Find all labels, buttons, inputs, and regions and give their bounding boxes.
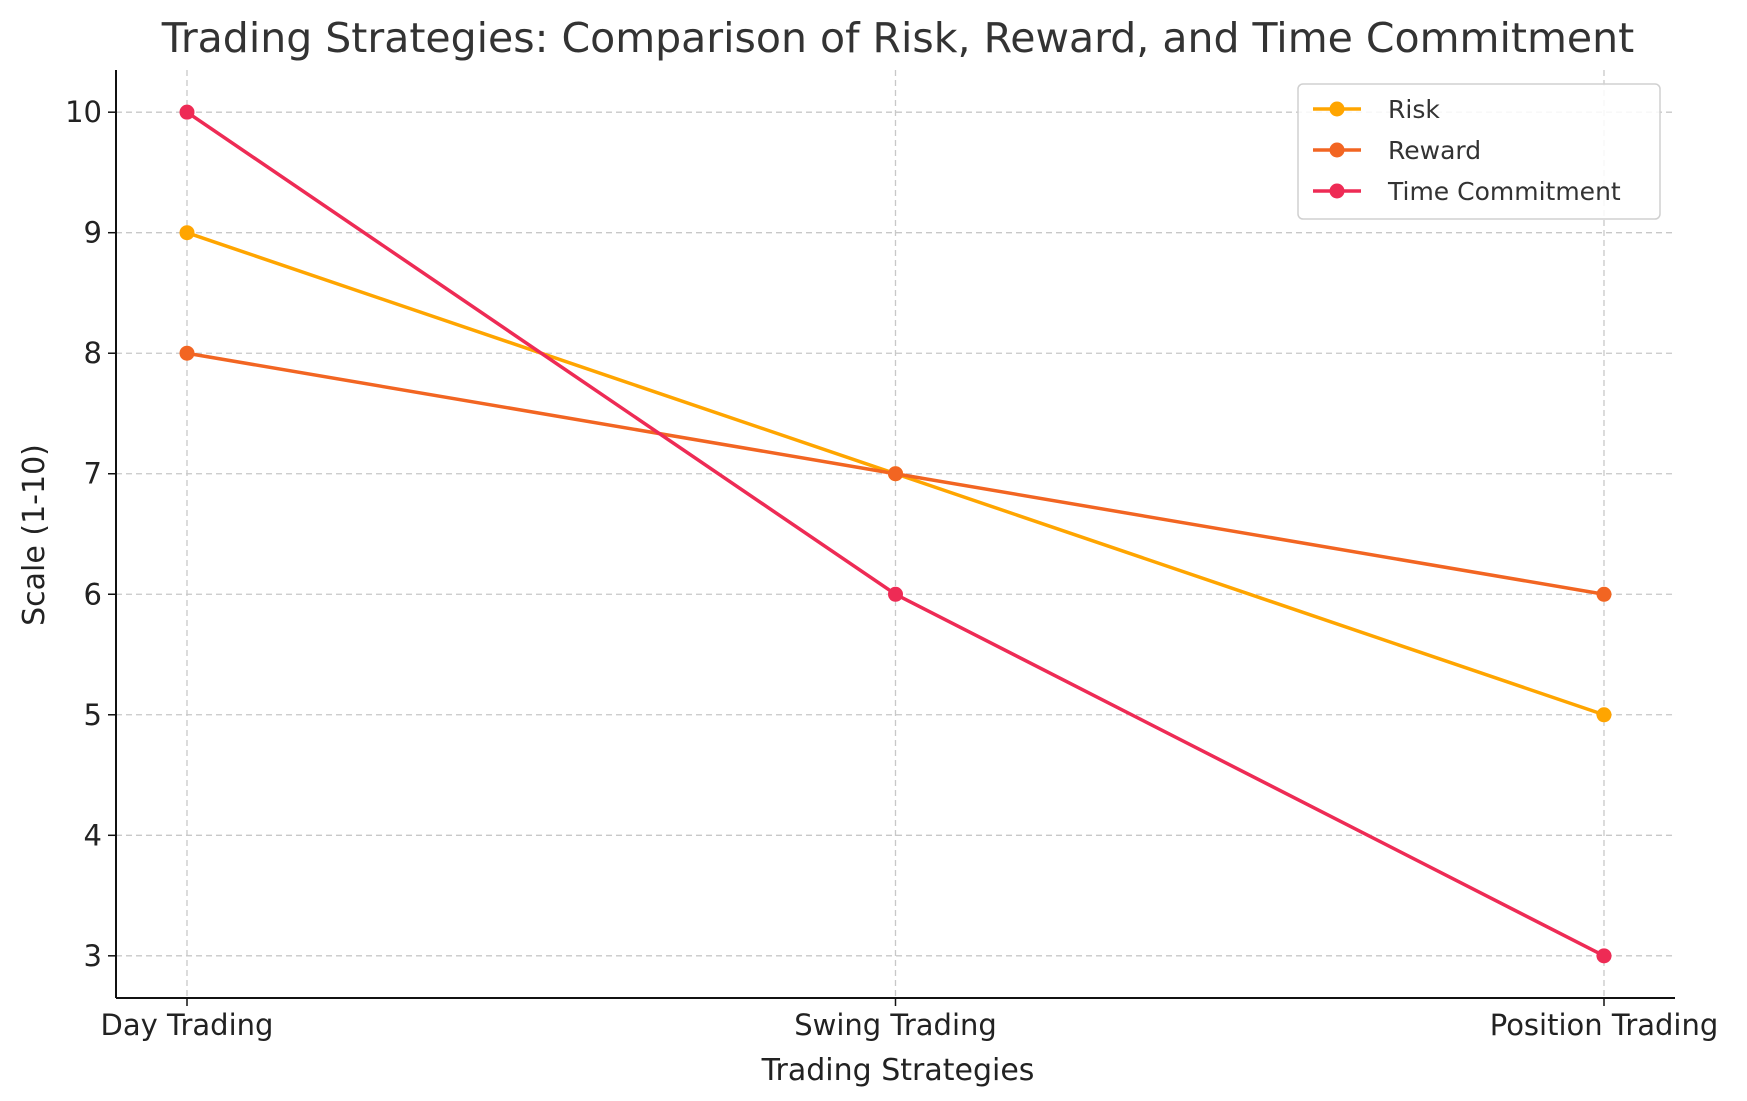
- series-reward: [179, 345, 1612, 602]
- legend-frame: [1297, 83, 1661, 220]
- y-tick-label: 7: [84, 457, 102, 491]
- y-tick-label: 3: [84, 939, 102, 973]
- y-tick-label: 9: [84, 216, 102, 250]
- data-point: [1596, 707, 1612, 723]
- legend-marker: [1329, 142, 1345, 158]
- series-layer: [179, 104, 1612, 964]
- y-tick-label: 8: [84, 336, 102, 370]
- legend-label: Reward: [1388, 136, 1481, 165]
- chart-title: Trading Strategies: Comparison of Risk, …: [161, 14, 1634, 62]
- legend: Risk Reward Time Commitment: [1297, 83, 1661, 220]
- x-tick-label: Day Trading: [101, 1008, 274, 1042]
- axes: 3 4 5 6 7 8 9 10 Day Trading Swing Trading Positio…: [65, 70, 1718, 1042]
- data-point: [1596, 586, 1612, 602]
- data-point: [1596, 948, 1612, 964]
- y-tick-label: 10: [65, 95, 102, 129]
- data-point: [179, 225, 195, 241]
- legend-marker: [1329, 183, 1345, 199]
- legend-label: Time Commitment: [1387, 177, 1621, 206]
- y-tick-label: 6: [84, 577, 102, 611]
- data-point: [888, 586, 903, 602]
- legend-label: Risk: [1388, 95, 1440, 124]
- series-time-commitment: [179, 104, 1612, 964]
- x-tick-label: Position Trading: [1490, 1008, 1719, 1042]
- data-point: [888, 466, 903, 482]
- data-point: [179, 345, 195, 361]
- y-tick-label: 4: [84, 818, 102, 852]
- data-point: [179, 104, 195, 120]
- grid: [116, 70, 1675, 998]
- x-axis-label: Trading Strategies: [761, 1053, 1035, 1088]
- legend-marker: [1329, 101, 1345, 117]
- y-tick-label: 5: [84, 698, 102, 732]
- y-axis-label: Scale (1-10): [17, 444, 52, 626]
- x-tick-label: Swing Trading: [794, 1008, 997, 1042]
